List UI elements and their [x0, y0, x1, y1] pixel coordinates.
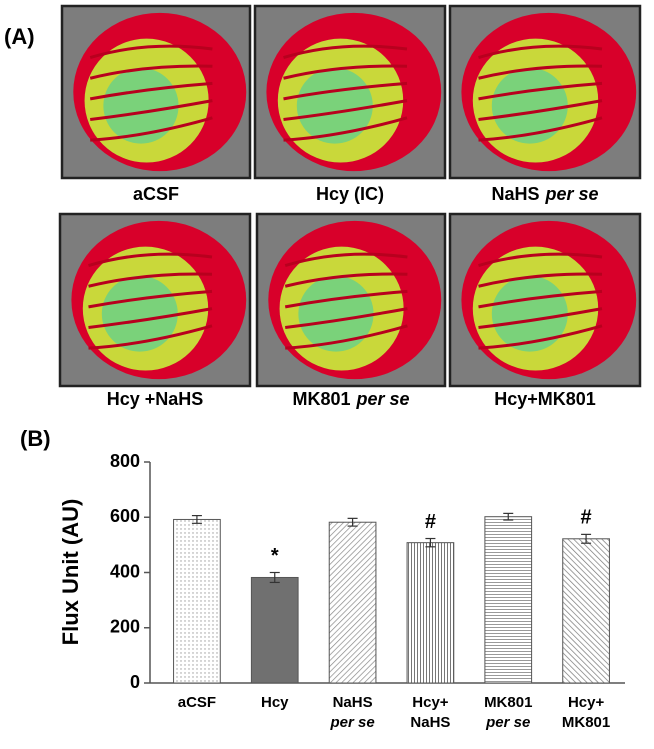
bar	[328, 521, 377, 684]
x-tick-label: aCSF	[178, 694, 216, 711]
y-tick-label: 800	[110, 451, 140, 471]
x-tick-label: MK801	[562, 714, 610, 731]
bar	[173, 518, 221, 684]
error-bar	[347, 517, 358, 527]
bar	[484, 516, 533, 684]
error-bar	[425, 537, 436, 548]
image-label-text: Hcy+MK801	[494, 389, 596, 409]
perfusion-image	[255, 212, 447, 388]
image-label-text: MK801	[292, 389, 350, 409]
image-label: Hcy+MK801	[494, 389, 596, 409]
error-bar	[581, 533, 592, 544]
y-tick-label: 600	[110, 506, 140, 526]
x-tick-label: NaHS	[410, 714, 450, 731]
panel-label: (B)	[20, 426, 51, 451]
image-label-text: aCSF	[133, 184, 179, 204]
image-label-text: Hcy (IC)	[316, 184, 384, 204]
perfusion-image	[253, 4, 447, 180]
error-bar	[269, 571, 280, 584]
image-label-text: Hcy +NaHS	[107, 389, 204, 409]
panel-label: (A)	[4, 24, 35, 49]
x-tick-label: Hcy+	[568, 694, 605, 711]
perfusion-image	[448, 212, 642, 388]
bar	[250, 576, 299, 684]
x-tick-label: per se	[329, 714, 374, 731]
perfusion-image	[58, 212, 252, 388]
bar-chart: 0 200 400 600 800 aCSF Hcy * NaHS per se Hcy+ NaHS #…	[110, 451, 625, 731]
significance-mark: *	[271, 545, 279, 567]
image-label: Hcy (IC)	[316, 184, 384, 204]
y-tick-label: 200	[110, 617, 140, 637]
x-tick-label: per se	[485, 714, 530, 731]
y-tick-label: 400	[110, 561, 140, 581]
image-label-italic: per se	[355, 389, 409, 409]
x-tick-label: Hcy+	[412, 694, 449, 711]
image-label: MK801 per se	[292, 389, 409, 409]
image-label-text: NaHS	[491, 184, 539, 204]
bar	[562, 538, 610, 684]
x-tick-label: MK801	[484, 694, 532, 711]
x-tick-label: NaHS	[333, 694, 373, 711]
error-bar	[503, 512, 514, 521]
significance-mark: #	[581, 507, 592, 529]
image-label-italic: per se	[544, 184, 598, 204]
perfusion-image	[448, 4, 642, 180]
y-axis-label: Flux Unit (AU)	[58, 499, 83, 646]
image-label: aCSF	[133, 184, 179, 204]
y-tick-label: 0	[130, 672, 140, 692]
image-label: Hcy +NaHS	[107, 389, 204, 409]
image-label: NaHS per se	[491, 184, 598, 204]
perfusion-image	[60, 4, 252, 180]
x-tick-label: Hcy	[261, 694, 289, 711]
significance-mark: #	[425, 511, 436, 533]
error-bar	[191, 514, 202, 524]
bar	[406, 542, 455, 684]
